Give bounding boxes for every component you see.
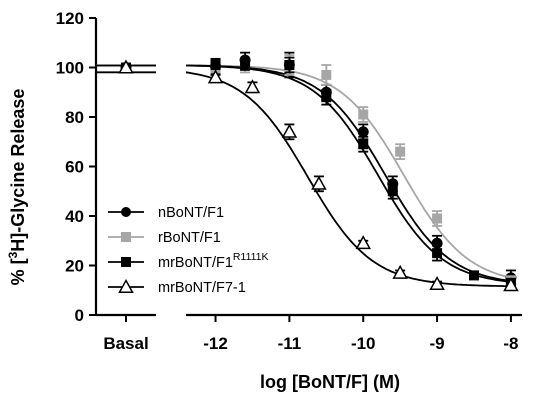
y-tick-label: 120 — [56, 9, 84, 28]
data-point — [392, 264, 408, 279]
data-point — [355, 235, 372, 250]
data-point — [210, 60, 221, 71]
data-point — [207, 69, 224, 84]
y-tick-label: 40 — [65, 207, 84, 226]
x-tick-label: -9 — [430, 334, 445, 353]
data-point — [311, 175, 327, 190]
error-bars — [121, 51, 516, 289]
data-point — [240, 60, 251, 71]
legend-label: nBoNT/F1 — [158, 205, 224, 221]
legend-series-name: mrBoNT/F1 — [158, 255, 233, 271]
legend-series-name: nBoNT/F1 — [158, 205, 224, 221]
data-point — [432, 213, 443, 224]
data-point — [321, 92, 332, 103]
data-point — [387, 186, 398, 197]
legend-series-name: mrBoNT/F7-1 — [158, 280, 246, 296]
fit-curves — [96, 64, 515, 288]
legend-marker — [121, 257, 131, 267]
y-tick-label: 20 — [65, 257, 84, 276]
data-point — [429, 276, 445, 291]
data-point — [244, 79, 261, 94]
legend-series-superscript: R1111K — [233, 251, 269, 263]
legend-label: mrBoNT/F1R1111K — [158, 251, 269, 271]
data-point — [281, 123, 298, 138]
data-markers — [118, 54, 519, 292]
legend-marker — [121, 207, 131, 217]
y-tick-label: 100 — [56, 59, 84, 78]
x-tick-label: -8 — [503, 334, 518, 353]
y-axis-title: % [3H]-Glycine Release — [6, 89, 28, 286]
legend: nBoNT/F1 rBoNT/F1 mrBoNT/F1R1111K mrBoNT/F7… — [108, 205, 269, 296]
legend-marker — [118, 278, 134, 293]
x-axis-title: log [BoNT/F] (M) — [260, 372, 400, 392]
legend-series-name: rBoNT/F1 — [158, 230, 221, 246]
x-tick-label: -12 — [203, 334, 228, 353]
legend-label: mrBoNT/F7-1 — [158, 280, 246, 296]
y-tick-label: 0 — [75, 306, 84, 325]
data-point — [432, 248, 443, 259]
data-point — [395, 146, 406, 157]
data-point — [357, 126, 369, 138]
data-point — [358, 109, 369, 120]
legend-marker — [121, 232, 131, 242]
x-tick-label: -10 — [351, 334, 376, 353]
data-point — [358, 139, 369, 150]
x-tick-label-basal: Basal — [103, 334, 148, 353]
data-point — [431, 237, 443, 249]
legend-label: rBoNT/F1 — [158, 230, 221, 246]
data-point — [284, 60, 295, 71]
y-tick-label: 80 — [65, 108, 84, 127]
data-point — [469, 270, 479, 281]
data-point — [503, 277, 519, 292]
data-point — [321, 69, 332, 80]
y-tick-label: 60 — [65, 158, 84, 177]
data-point — [118, 59, 134, 74]
x-tick-label: -11 — [278, 334, 302, 353]
axes: 0 20 40 60 80 100 120 Basal -12 -11 -10 -9 -8 — [56, 9, 522, 353]
